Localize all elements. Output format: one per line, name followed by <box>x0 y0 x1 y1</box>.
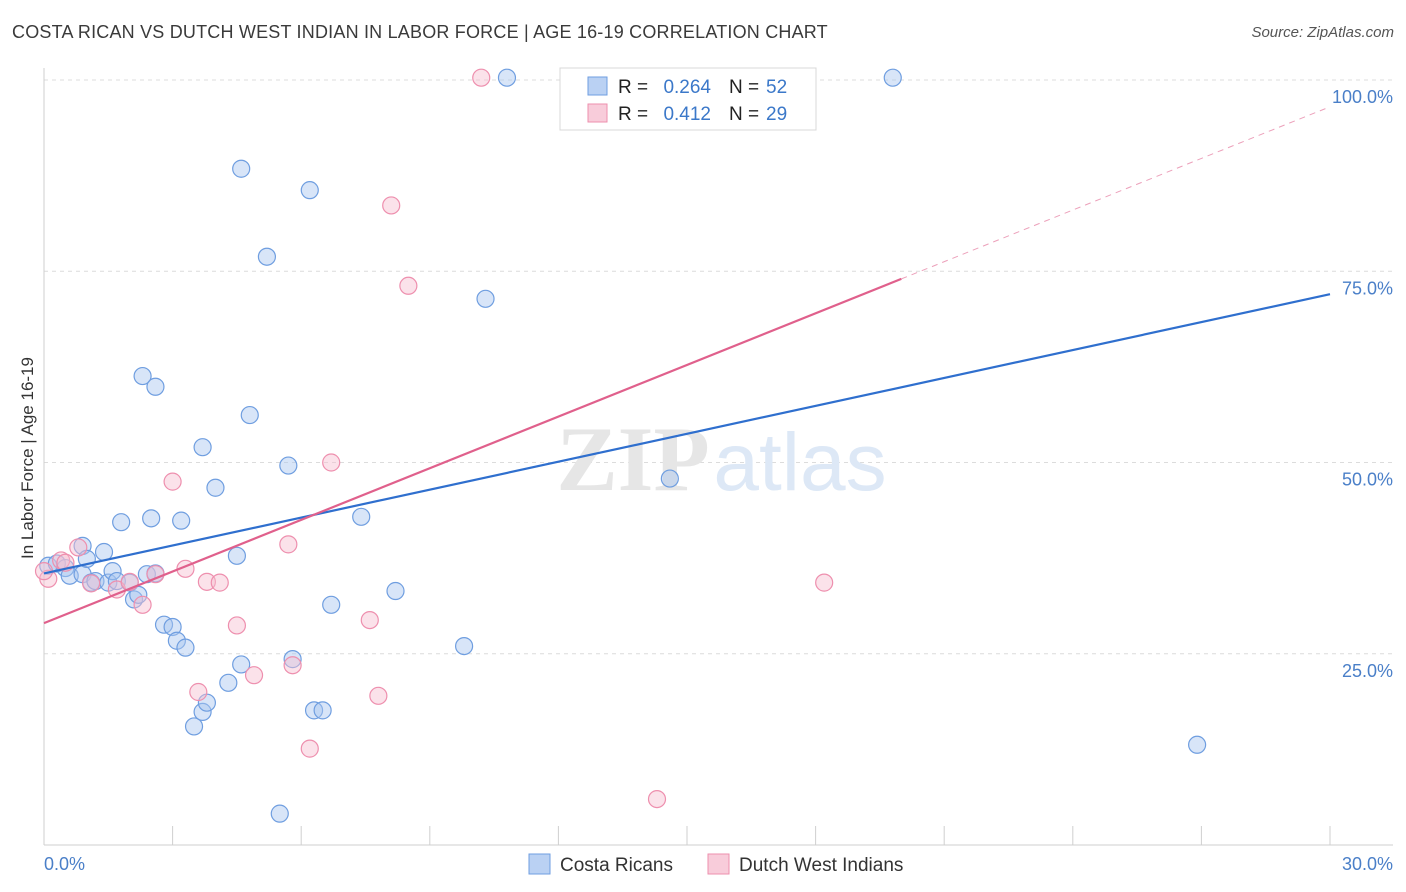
point-costa-rican <box>257 247 277 266</box>
stats-r-value: 0.412 <box>663 104 711 125</box>
point-costa-rican <box>476 289 495 308</box>
y-tick-labels: 25.0% 50.0% 75.0% 100.0% <box>1332 87 1393 681</box>
point-costa-rican <box>352 507 371 526</box>
legend-series-name: Costa Ricans <box>560 855 673 876</box>
point-dutch-west-indian <box>163 472 182 491</box>
point-dutch-west-indian <box>647 789 667 809</box>
x-tick-labels: 0.0% 30.0% <box>44 854 1393 874</box>
point-costa-rican <box>660 469 679 488</box>
y-tick-label: 100.0% <box>1332 87 1393 107</box>
point-costa-rican <box>232 655 251 674</box>
point-costa-rican <box>240 405 259 425</box>
watermark-zip: ZIP <box>556 408 709 510</box>
stats-n-value: 29 <box>766 104 787 125</box>
point-dutch-west-indian <box>472 68 491 87</box>
point-costa-rican <box>227 546 246 565</box>
point-costa-rican <box>94 542 114 562</box>
point-costa-rican <box>112 513 131 532</box>
axes <box>43 68 1393 846</box>
point-dutch-west-indian <box>69 538 88 557</box>
watermark-atlas: atlas <box>713 417 886 508</box>
x-tick-label: 30.0% <box>1342 854 1393 874</box>
stats-r-value: 0.264 <box>663 77 711 98</box>
point-costa-rican <box>172 511 191 530</box>
legend-series-name: Dutch West Indians <box>739 855 903 876</box>
y-tick-label: 25.0% <box>1342 661 1393 681</box>
point-costa-rican <box>232 159 251 178</box>
point-costa-rican <box>206 478 225 497</box>
legend-swatch <box>707 853 730 875</box>
data-points <box>34 68 1207 823</box>
point-costa-rican <box>219 673 238 692</box>
point-dutch-west-indian <box>244 666 264 685</box>
point-costa-rican <box>279 456 298 475</box>
point-dutch-west-indian <box>210 573 229 592</box>
stats-legend-swatch <box>587 103 608 123</box>
point-costa-rican <box>163 617 182 637</box>
y-tick-label: 75.0% <box>1342 278 1393 298</box>
trend-lines <box>43 106 1331 625</box>
point-dutch-west-indian <box>197 572 216 591</box>
point-costa-rican <box>193 438 212 457</box>
stats-legend: R = 0.264 N = 52 R = 0.412 N = 29 <box>559 67 817 131</box>
point-dutch-west-indian <box>369 686 388 705</box>
stats-r-label: R = <box>618 77 648 98</box>
y-tick-label: 50.0% <box>1342 470 1393 490</box>
point-dutch-west-indian <box>360 610 379 630</box>
point-costa-rican <box>283 650 302 669</box>
point-dutch-west-indian <box>133 595 152 614</box>
point-costa-rican <box>883 68 902 87</box>
point-dutch-west-indian <box>300 739 319 758</box>
legend-swatch <box>528 853 551 875</box>
point-dutch-west-indian <box>399 276 418 295</box>
point-costa-rican <box>133 366 152 386</box>
point-costa-rican <box>103 562 122 581</box>
point-costa-rican <box>497 68 517 87</box>
stats-n-label: N = <box>729 77 759 98</box>
y-axis-label: In Labor Force | Age 16-19 <box>18 357 37 559</box>
point-dutch-west-indian <box>283 656 302 675</box>
chart-title: COSTA RICAN VS DUTCH WEST INDIAN IN LABO… <box>12 22 828 42</box>
x-tick-label: 0.0% <box>44 854 85 874</box>
point-costa-rican <box>142 509 161 528</box>
point-costa-rican <box>454 636 474 656</box>
stats-r-label: R = <box>618 104 648 125</box>
point-costa-rican <box>184 717 204 736</box>
point-dutch-west-indian <box>382 196 401 215</box>
point-costa-rican <box>386 581 405 601</box>
stats-n-value: 52 <box>766 77 787 98</box>
point-costa-rican <box>313 701 332 720</box>
point-dutch-west-indian <box>227 616 246 635</box>
point-dutch-west-indian <box>189 682 208 702</box>
point-costa-rican <box>270 804 289 823</box>
point-costa-rican <box>1188 735 1207 754</box>
stats-legend-swatch <box>587 76 608 96</box>
point-costa-rican <box>193 702 212 721</box>
chart-source: Source: ZipAtlas.com <box>1251 24 1394 41</box>
point-costa-rican <box>300 181 319 200</box>
trend-extension-dutch-west-indian <box>901 106 1331 280</box>
point-costa-rican <box>146 377 165 396</box>
trend-line-costa-rican <box>43 293 1331 575</box>
trend-line-dutch-west-indian <box>43 277 902 625</box>
stats-n-label: N = <box>729 104 759 125</box>
point-dutch-west-indian <box>815 573 834 592</box>
x-minor-ticks <box>172 826 1331 845</box>
point-dutch-west-indian <box>279 535 298 554</box>
point-dutch-west-indian <box>322 453 341 472</box>
watermark: ZIP atlas <box>556 408 886 510</box>
series-legend: Costa Ricans Dutch West Indians <box>528 853 903 876</box>
point-dutch-west-indian <box>82 574 101 593</box>
point-costa-rican <box>176 638 195 657</box>
point-costa-rican <box>322 595 341 614</box>
